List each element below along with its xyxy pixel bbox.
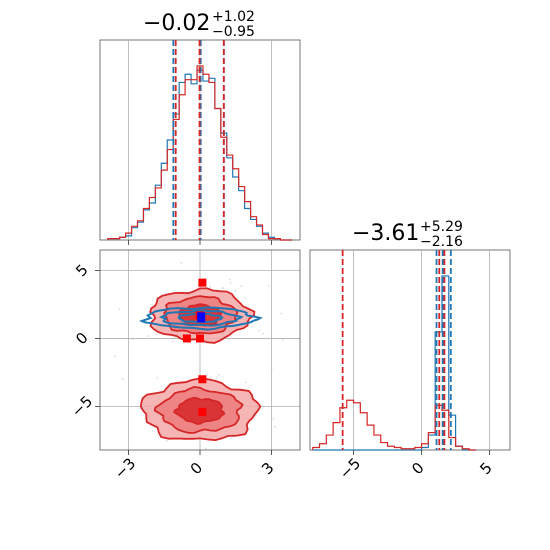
joint-sample-dot bbox=[180, 261, 183, 264]
joint-sample-dot bbox=[131, 338, 134, 341]
joint-blue-contour bbox=[177, 312, 224, 324]
joint-sample-dot bbox=[240, 285, 243, 287]
joint-sample-dot bbox=[147, 335, 149, 337]
joint-sample-dot bbox=[280, 312, 282, 315]
joint-y-tick-label: 5 bbox=[72, 261, 91, 280]
param2-tick-label: 5 bbox=[476, 459, 495, 478]
joint-red-marker bbox=[198, 375, 207, 384]
title-param2-plus: +5.29 bbox=[420, 219, 463, 235]
panel-param1-histogram bbox=[99, 39, 301, 245]
joint-sample-dot bbox=[165, 439, 168, 442]
param2-tick-label: 0 bbox=[408, 459, 427, 478]
joint-sample-dot bbox=[281, 338, 284, 340]
joint-y-tick-label: 0 bbox=[72, 329, 91, 348]
joint-sample-dot bbox=[270, 368, 273, 371]
title-param2-median: −3.61 bbox=[352, 221, 419, 246]
param2-hist-red bbox=[312, 399, 476, 451]
joint-sample-dot bbox=[118, 308, 121, 311]
svg-text:−3.61: −3.61 bbox=[352, 221, 419, 246]
joint-sample-dot bbox=[244, 297, 246, 299]
param2-hist-blue bbox=[312, 275, 476, 451]
title-param1-plus: +1.02 bbox=[212, 9, 255, 25]
panel-joint: −3 0 3 −5 0 5 bbox=[68, 249, 340, 483]
joint-sample-dot bbox=[229, 281, 232, 284]
joint-x-tick-label: −3 bbox=[111, 454, 139, 482]
joint-sample-dot bbox=[205, 447, 207, 450]
title-param1-minus: −0.95 bbox=[212, 24, 255, 40]
joint-red-marker bbox=[182, 334, 191, 343]
joint-blue-contour bbox=[158, 309, 244, 327]
joint-blue-contour bbox=[138, 306, 263, 331]
joint-sample-dot bbox=[245, 381, 247, 384]
joint-blue-marker bbox=[197, 312, 206, 323]
joint-y-tick-label: −5 bbox=[68, 392, 96, 420]
joint-sample-dot bbox=[274, 425, 276, 428]
joint-sample-dot bbox=[229, 437, 232, 440]
joint-sample-dot bbox=[156, 377, 158, 379]
joint-sample-dot bbox=[155, 333, 158, 335]
joint-red-marker bbox=[198, 278, 207, 287]
joint-sample-dot bbox=[222, 286, 224, 289]
title-param1: −0.02 +1.02 −0.95 bbox=[143, 9, 255, 40]
param1-hist-red bbox=[107, 65, 293, 241]
title-param2: −3.61 +5.29 −2.16 bbox=[352, 219, 463, 250]
joint-sample-dot bbox=[300, 385, 302, 387]
joint-sample-dot bbox=[234, 290, 237, 293]
panel-param2-histogram: −5 0 5 bbox=[309, 249, 511, 483]
joint-sample-dot bbox=[229, 278, 231, 281]
joint-red-marker bbox=[196, 334, 204, 343]
joint-sample-dot bbox=[262, 332, 264, 335]
joint-sample-dot bbox=[268, 285, 270, 287]
joint-sample-dot bbox=[258, 330, 261, 332]
joint-sample-dot bbox=[114, 355, 117, 358]
joint-sample-dot bbox=[210, 376, 213, 379]
title-param2-minus: −2.16 bbox=[420, 234, 463, 250]
joint-sample-dot bbox=[209, 286, 212, 288]
param2-tick-label: −5 bbox=[336, 454, 364, 482]
joint-sample-dot bbox=[217, 373, 220, 376]
joint-x-tick-label: 0 bbox=[187, 459, 206, 478]
joint-sample-dot bbox=[139, 407, 142, 410]
svg-text:−0.02: −0.02 bbox=[143, 11, 210, 36]
joint-x-tick-label: 3 bbox=[258, 459, 277, 478]
joint-sample-dot bbox=[171, 340, 174, 343]
title-param1-median: −0.02 bbox=[143, 11, 210, 36]
joint-sample-dot bbox=[121, 378, 124, 380]
joint-red-marker bbox=[198, 407, 207, 416]
joint-sample-dot bbox=[338, 308, 340, 310]
joint-sample-dot bbox=[272, 418, 275, 420]
